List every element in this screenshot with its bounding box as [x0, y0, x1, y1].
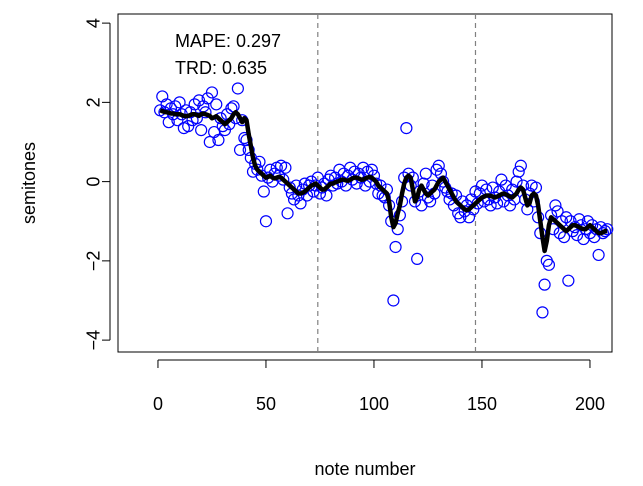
- data-point: [195, 124, 208, 137]
- data-point: [374, 179, 387, 192]
- data-point: [471, 197, 484, 210]
- data-point: [294, 197, 307, 210]
- data-point: [233, 143, 247, 157]
- data-point: [490, 197, 504, 210]
- plot-box: [117, 13, 613, 353]
- data-point: [536, 306, 549, 319]
- x-tick-label: 50: [256, 394, 276, 414]
- data-point: [586, 219, 599, 232]
- data-point: [387, 294, 400, 307]
- data-point: [169, 100, 182, 113]
- data-point: [432, 159, 445, 172]
- data-point: [560, 211, 573, 224]
- data-point: [592, 248, 605, 262]
- data-point: [402, 167, 415, 180]
- data-point: [203, 135, 216, 149]
- data-point: [210, 98, 223, 111]
- data-point: [486, 181, 499, 194]
- x-axis-title: note number: [314, 459, 415, 479]
- x-tick-label: 0: [153, 394, 163, 414]
- x-tick-label: 200: [575, 394, 605, 414]
- data-point: [549, 199, 562, 212]
- data-point: [415, 199, 428, 212]
- data-point: [562, 274, 575, 287]
- y-tick-label: 2: [84, 97, 104, 107]
- data-point: [279, 161, 292, 174]
- data-point: [365, 163, 378, 176]
- data-point: [205, 86, 219, 99]
- y-tick-label: 0: [84, 177, 104, 187]
- data-point: [601, 223, 614, 236]
- y-tick-label: 4: [84, 18, 104, 28]
- data-point: [283, 181, 296, 194]
- data-point: [400, 122, 413, 135]
- data-point: [419, 167, 432, 180]
- data-point: [499, 179, 512, 192]
- y-tick-label: −4: [84, 330, 104, 351]
- data-point: [173, 96, 186, 109]
- data-point: [257, 185, 270, 198]
- x-tick-label: 100: [359, 394, 389, 414]
- data-point: [259, 215, 273, 228]
- data-point: [542, 258, 556, 271]
- data-point: [514, 159, 527, 172]
- data-point: [510, 175, 523, 188]
- data-point: [199, 106, 212, 119]
- data-point: [188, 98, 201, 111]
- data-point: [357, 161, 370, 174]
- annotation: MAPE: 0.297: [175, 31, 281, 51]
- data-point: [512, 165, 525, 178]
- data-point: [551, 205, 564, 218]
- annotation: TRD: 0.635: [175, 58, 267, 78]
- data-point: [529, 181, 543, 194]
- data-point: [538, 278, 551, 291]
- data-point: [570, 229, 584, 242]
- y-axis-title: semitones: [19, 142, 39, 224]
- data-point: [389, 240, 402, 254]
- data-point: [344, 161, 357, 174]
- data-point: [160, 98, 173, 111]
- data-point: [227, 100, 240, 113]
- data-point: [411, 252, 424, 265]
- data-point: [212, 133, 225, 147]
- data-point: [287, 193, 301, 206]
- data-point: [231, 82, 244, 95]
- x-tick-label: 150: [467, 394, 497, 414]
- data-point: [577, 232, 590, 246]
- trend-line: [159, 108, 608, 254]
- y-tick-label: −2: [84, 251, 104, 272]
- data-point: [281, 207, 294, 220]
